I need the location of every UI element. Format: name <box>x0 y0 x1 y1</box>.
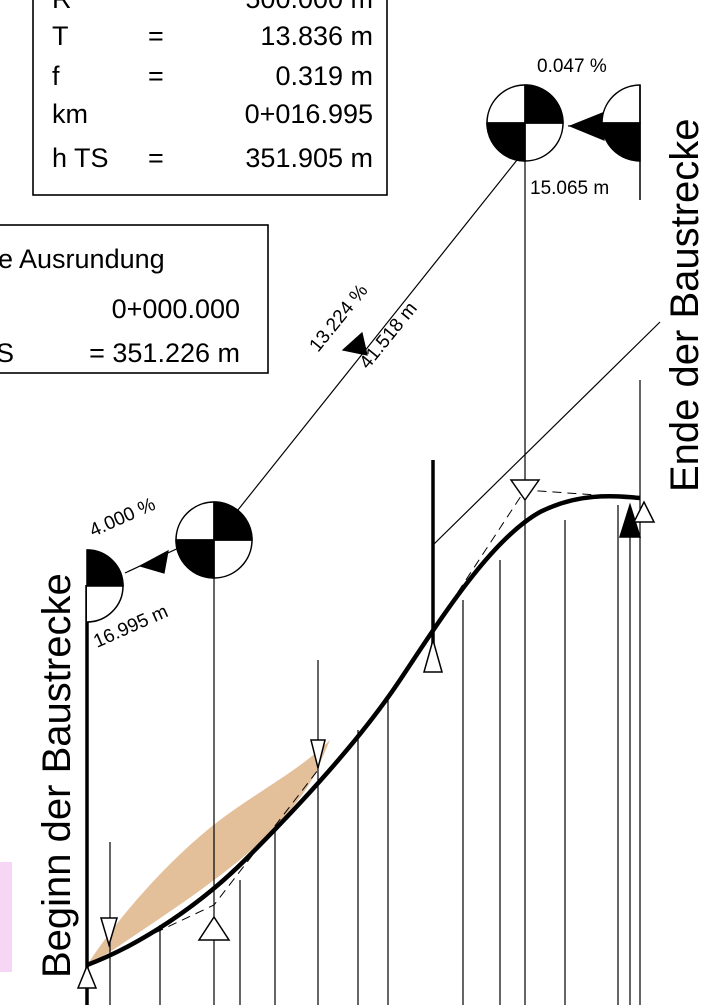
row-key: T <box>52 21 69 51</box>
grade-start-label: 4.000 % <box>86 494 158 542</box>
lower-box-title: e Ausrundung <box>0 244 165 274</box>
leader-line-mid <box>213 149 526 541</box>
station-symbol-end <box>601 84 641 200</box>
down-triangle-marker <box>310 739 326 769</box>
pink-strip <box>0 862 12 972</box>
row-key: f <box>52 61 60 91</box>
row-sep: = <box>148 21 164 51</box>
fill-area <box>87 740 330 965</box>
arrow-left-icon <box>138 549 169 574</box>
arrow-down-icon <box>341 331 368 356</box>
row-key: h TS <box>52 143 109 173</box>
up-triangle-marker <box>423 637 443 673</box>
up-triangle-marker <box>76 964 98 989</box>
row-value: 0+016.995 <box>245 99 373 129</box>
up-triangle-marker <box>632 500 656 523</box>
station-symbol-top <box>486 84 564 162</box>
row-value: 0.319 m <box>275 61 373 91</box>
row-value: 500.000 m <box>245 0 373 14</box>
row-sep: = <box>148 143 164 173</box>
arrow-left-icon <box>568 111 606 141</box>
row-sep: = <box>148 61 164 91</box>
upper-info-box <box>32 0 388 196</box>
row-key: R <box>52 0 72 14</box>
lower-box-km: 0+000.000 <box>112 294 240 324</box>
up-triangle-marker <box>197 915 231 941</box>
station-lines <box>109 150 641 1005</box>
down-triangle-marker <box>99 917 119 948</box>
end-of-section-label: Ende der Baustrecke <box>663 118 707 492</box>
row-key: km <box>52 99 88 129</box>
leader-line-end <box>432 321 661 546</box>
grade-end-label: 0.047 % <box>537 56 607 77</box>
length-end-label: 15.065 m <box>530 178 609 199</box>
lower-info-box <box>0 224 269 374</box>
station-symbol-mid <box>175 501 253 579</box>
row-value: 13.836 m <box>260 21 373 51</box>
lower-info-rows: e Ausrundung 0+000.000 S = 351.226 m <box>0 244 240 368</box>
lower-box-h-prefix: S <box>0 338 14 368</box>
down-triangle-marker <box>509 479 541 502</box>
lower-box-h-value: = 351.226 m <box>89 338 240 368</box>
upper-info-rows: R 500.000 m T = 13.836 m f = 0.319 m km … <box>52 0 373 173</box>
row-value: 351.905 m <box>245 143 373 173</box>
profile-curve <box>86 494 641 968</box>
length-mid-label: 41.518 m <box>356 298 422 373</box>
triangle-markers <box>76 479 656 989</box>
station-symbol-start <box>86 549 124 623</box>
begin-of-section-label: Beginn der Baustrecke <box>35 573 79 978</box>
